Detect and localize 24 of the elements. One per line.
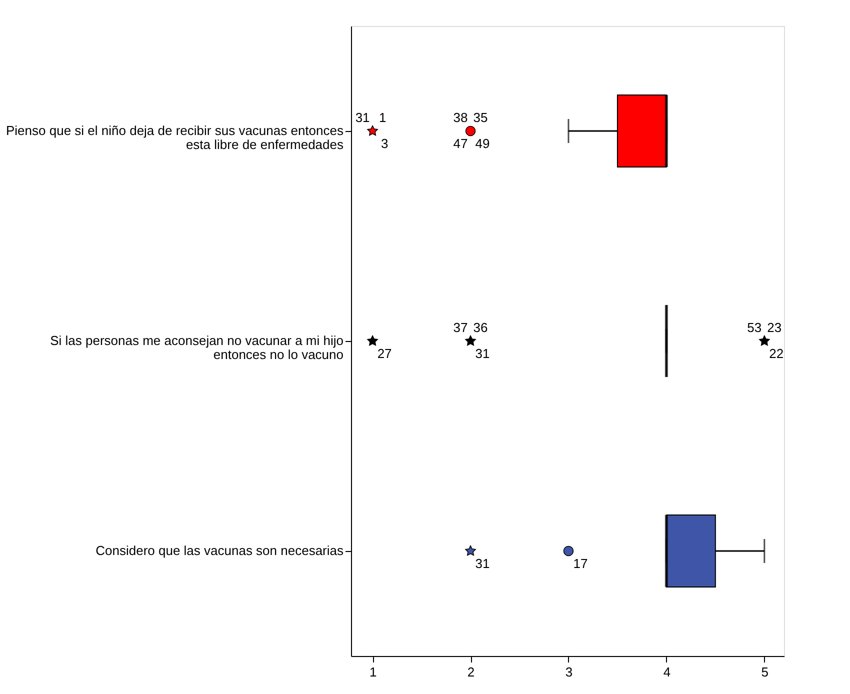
- annotation: 37: [453, 320, 468, 335]
- x-tick-label: 2: [467, 664, 475, 680]
- y-tick-label: Considero que las vacunas son necesarias: [96, 543, 344, 558]
- annotation: 35: [473, 110, 488, 125]
- annotation: 1: [378, 110, 386, 125]
- annotation: 47: [453, 136, 468, 151]
- x-tick-label: 5: [761, 664, 769, 680]
- annotation: 31: [355, 110, 370, 125]
- annotation: 27: [377, 346, 392, 361]
- x-tick-label: 4: [663, 664, 671, 680]
- annotation: 31: [475, 556, 490, 571]
- annotation: 31: [475, 346, 490, 361]
- x-tick-label: 1: [369, 664, 377, 680]
- annotation: 38: [453, 110, 468, 125]
- annotation: 3: [380, 136, 388, 151]
- annotation: 22: [769, 346, 784, 361]
- annotation: 17: [573, 556, 588, 571]
- annotation: 23: [767, 320, 782, 335]
- annotation: 53: [747, 320, 762, 335]
- annotation: 36: [473, 320, 488, 335]
- y-tick-label: Pienso que si el niño deja de recibir sus vacunas entonces esta libre de enfermedades: [6, 123, 344, 152]
- annotation: 49: [475, 136, 490, 151]
- x-tick-label: 3: [565, 664, 573, 680]
- y-tick-label: Si las personas me aconsejan no vacunar a mi hijo entonces no lo vacuno: [50, 333, 344, 362]
